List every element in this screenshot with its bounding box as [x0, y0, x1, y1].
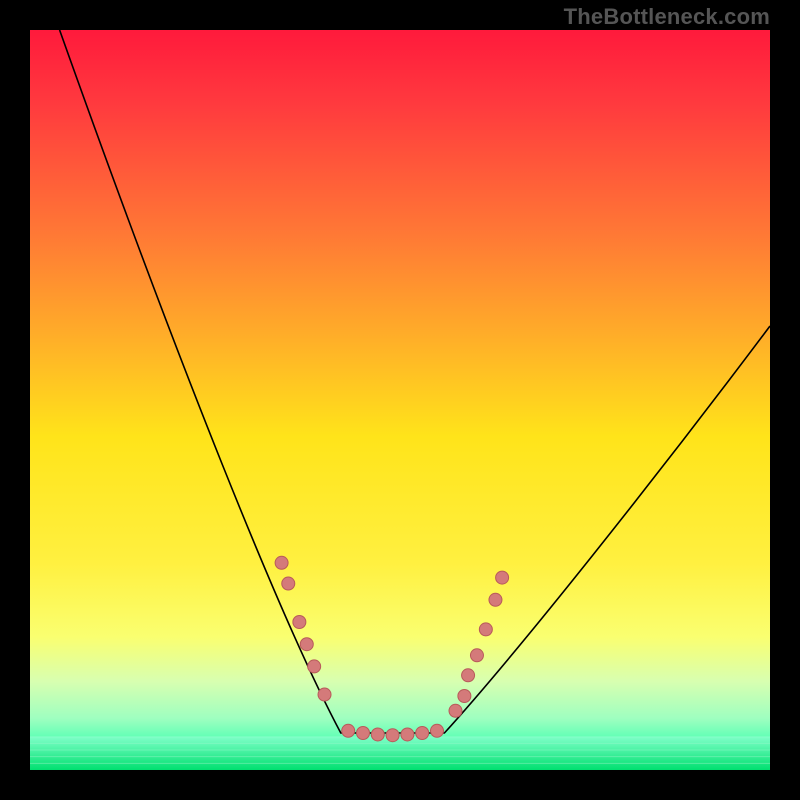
marker-right — [458, 690, 471, 703]
marker-left — [308, 660, 321, 673]
marker-flat — [357, 727, 370, 740]
marker-right — [462, 669, 475, 682]
marker-flat — [342, 724, 355, 737]
marker-flat — [401, 728, 414, 741]
watermark-text: TheBottleneck.com — [564, 4, 770, 30]
plot-area — [30, 30, 770, 770]
marker-right — [449, 704, 462, 717]
marker-right — [496, 571, 509, 584]
marker-flat — [416, 727, 429, 740]
marker-left — [275, 556, 288, 569]
marker-flat — [386, 729, 399, 742]
green-band — [30, 737, 770, 770]
marker-left — [293, 616, 306, 629]
chart-frame: TheBottleneck.com — [0, 0, 800, 800]
marker-flat — [371, 728, 384, 741]
marker-flat — [431, 724, 444, 737]
marker-right — [489, 593, 502, 606]
marker-left — [300, 638, 313, 651]
gradient-background — [30, 30, 770, 770]
marker-right — [470, 649, 483, 662]
marker-left — [318, 688, 331, 701]
bottleneck-chart — [30, 30, 770, 770]
marker-left — [282, 577, 295, 590]
marker-right — [479, 623, 492, 636]
